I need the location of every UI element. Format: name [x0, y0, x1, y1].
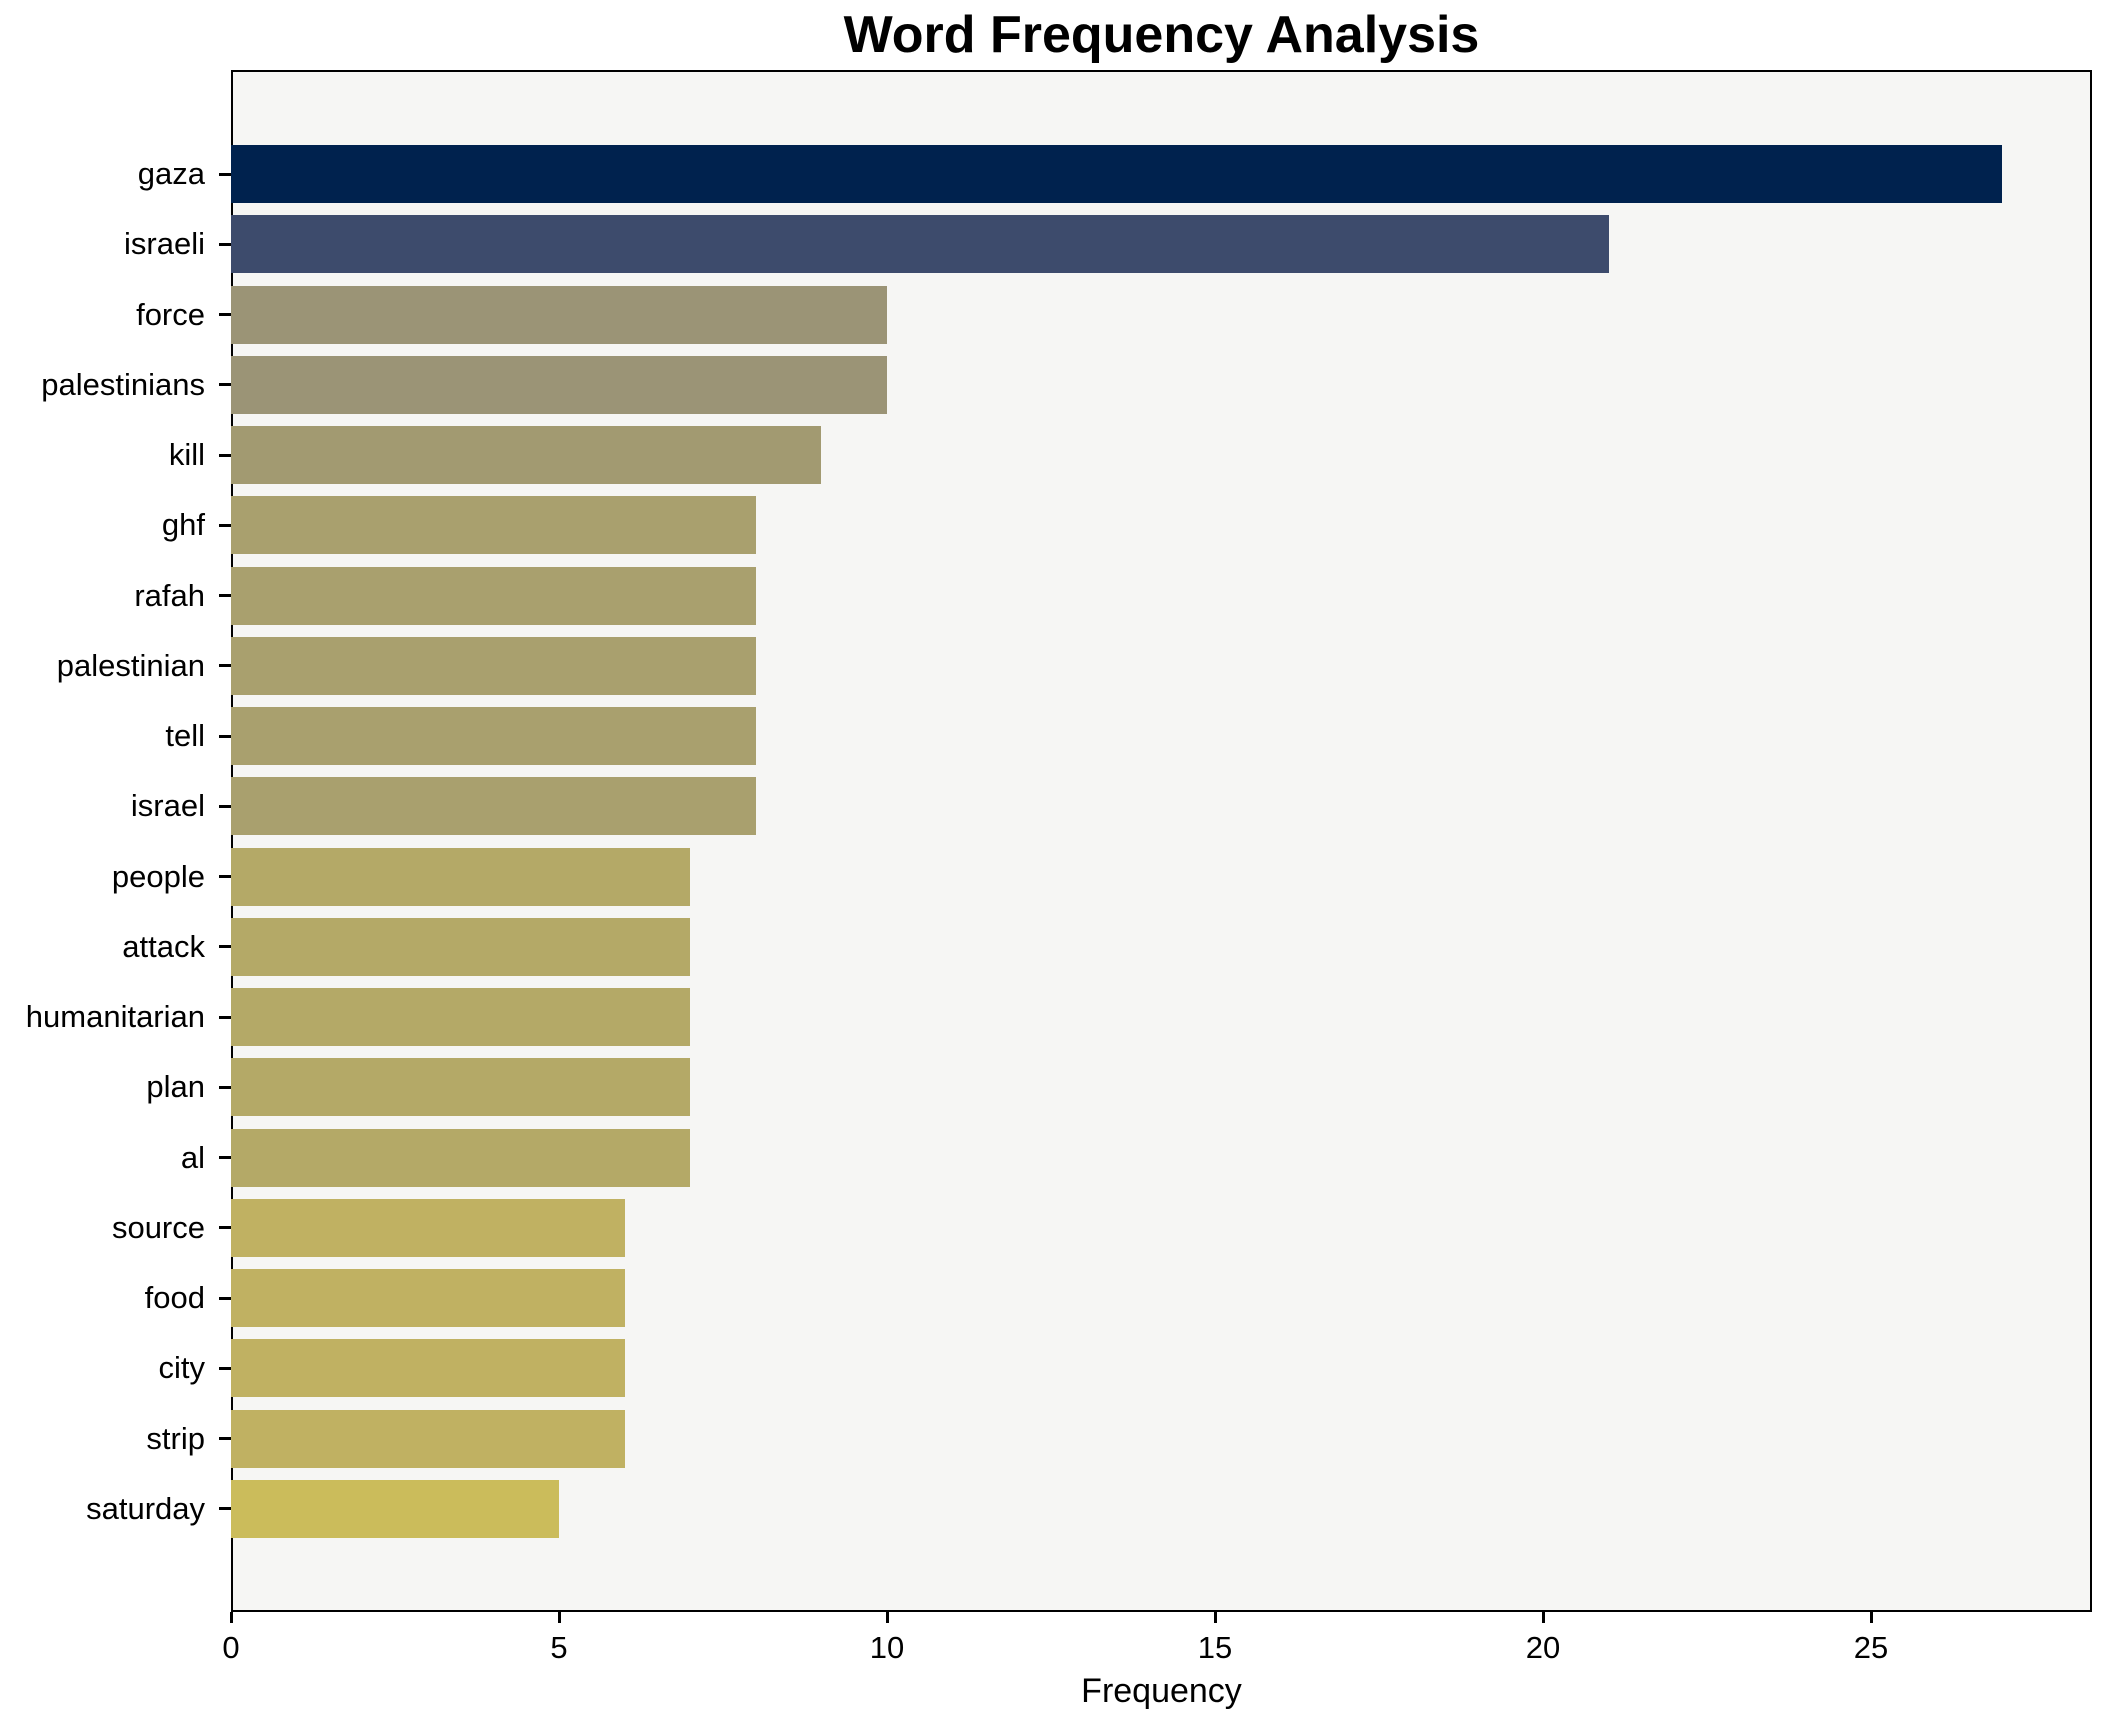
bar-city [231, 1339, 625, 1398]
y-tick-mark [219, 804, 231, 808]
bars-container: gaza israeli force palestinians kill ghf rafah… [0, 139, 2112, 1544]
bar-row: city [0, 1333, 2112, 1403]
x-axis-label: Frequency [1081, 1672, 1242, 1710]
x-tick-mark [885, 1612, 889, 1623]
y-tick-mark [219, 594, 231, 598]
bar-gaza [231, 145, 2003, 204]
bar-humanitarian [231, 988, 691, 1047]
y-tick-mark [219, 945, 231, 949]
category-label: force [136, 296, 205, 332]
bar-israeli [231, 215, 1609, 274]
x-tick-label: 15 [1197, 1630, 1233, 1665]
bar-row: saturday [0, 1474, 2112, 1544]
bar-row: israel [0, 771, 2112, 841]
bar-row: palestinian [0, 631, 2112, 701]
y-tick-mark [219, 1156, 231, 1160]
bar-row: strip [0, 1404, 2112, 1474]
y-tick-mark [219, 1085, 231, 1089]
bar-row: tell [0, 701, 2112, 771]
bar-row: ghf [0, 490, 2112, 560]
bar-force [231, 285, 887, 344]
category-label: israeli [124, 226, 205, 262]
bar-source [231, 1198, 625, 1257]
x-tick-label: 20 [1525, 1630, 1561, 1665]
bar-row: palestinians [0, 350, 2112, 420]
category-label: saturday [86, 1490, 205, 1526]
bar-israel [231, 777, 756, 836]
bar-row: force [0, 280, 2112, 350]
bar-people [231, 847, 691, 906]
y-tick-mark [219, 1015, 231, 1019]
chart-title: Word Frequency Analysis [843, 6, 1480, 64]
category-label: tell [165, 718, 205, 754]
y-tick-mark [219, 664, 231, 668]
x-tick-mark [1869, 1612, 1873, 1623]
bar-food [231, 1269, 625, 1328]
category-label: palestinians [41, 366, 205, 402]
bar-row: al [0, 1123, 2112, 1193]
y-tick-mark [219, 1507, 231, 1511]
category-label: source [111, 1209, 205, 1245]
x-tick-mark [1213, 1612, 1217, 1623]
category-label: palestinian [56, 647, 205, 683]
bar-plan [231, 1058, 691, 1117]
bar-row: people [0, 842, 2112, 912]
y-tick-mark [219, 172, 231, 176]
y-tick-mark [219, 242, 231, 246]
category-label: rafah [134, 577, 205, 613]
bar-row: plan [0, 1052, 2112, 1122]
x-tick-label: 0 [222, 1630, 240, 1665]
bar-ghf [231, 496, 756, 555]
y-tick-mark [219, 1437, 231, 1441]
bar-row: humanitarian [0, 982, 2112, 1052]
y-tick-mark [219, 453, 231, 457]
category-label: attack [122, 928, 205, 964]
x-tick-mark [557, 1612, 561, 1623]
y-tick-mark [219, 1296, 231, 1300]
x-tick-label: 5 [550, 1630, 568, 1665]
bar-kill [231, 426, 822, 485]
bar-strip [231, 1409, 625, 1468]
bar-tell [231, 707, 756, 766]
y-tick-mark [219, 523, 231, 527]
category-label: city [158, 1350, 206, 1386]
bar-al [231, 1128, 691, 1187]
category-label: israel [130, 788, 205, 824]
category-label: plan [146, 1069, 205, 1105]
category-label: food [144, 1280, 205, 1316]
bar-row: attack [0, 912, 2112, 982]
category-label: strip [146, 1420, 205, 1456]
bar-row: rafah [0, 561, 2112, 631]
x-tick-mark [1541, 1612, 1545, 1623]
y-tick-mark [219, 734, 231, 738]
x-tick-mark [229, 1612, 233, 1623]
bar-rafah [231, 566, 756, 625]
category-label: gaza [137, 156, 205, 192]
y-tick-mark [219, 313, 231, 317]
bar-palestinians [231, 355, 887, 414]
bar-row: food [0, 1263, 2112, 1333]
category-label: al [180, 1139, 205, 1175]
bar-attack [231, 917, 691, 976]
category-label: kill [168, 437, 205, 473]
y-tick-mark [219, 1226, 231, 1230]
y-tick-mark [219, 383, 231, 387]
bar-row: source [0, 1193, 2112, 1263]
y-tick-mark [219, 1366, 231, 1370]
bar-row: kill [0, 420, 2112, 490]
x-tick-label: 10 [869, 1630, 905, 1665]
category-label: ghf [161, 507, 205, 543]
x-tick-label: 25 [1853, 1630, 1889, 1665]
bar-saturday [231, 1479, 559, 1538]
bar-row: israeli [0, 209, 2112, 279]
bar-row: gaza [0, 139, 2112, 209]
category-label: people [111, 858, 205, 894]
y-tick-mark [219, 875, 231, 879]
bar-palestinian [231, 636, 756, 695]
category-label: humanitarian [25, 999, 205, 1035]
